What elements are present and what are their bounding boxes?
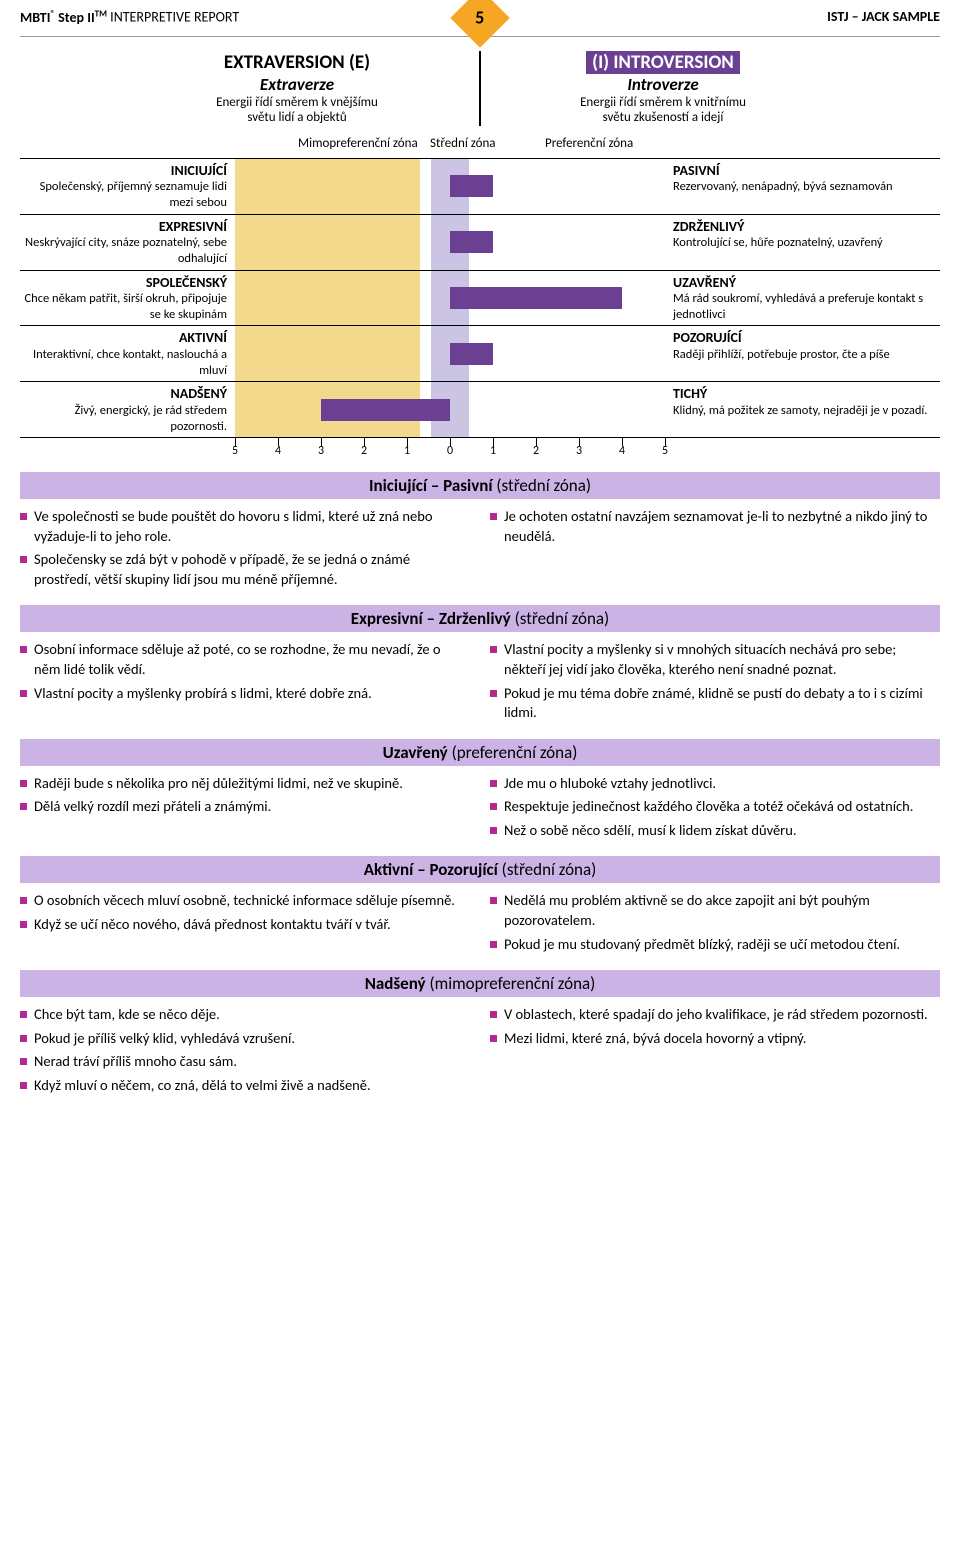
e-code: EXTRAVERSION (E): [147, 51, 447, 74]
section-columns: O osobních věcech mluví osobně, technick…: [20, 891, 940, 958]
zone-labels: Mimopreferenční zóna Střední zóna Prefer…: [20, 136, 940, 156]
facet-right-label: PASIVNÍRezervovaný, nenápadný, bývá sezn…: [665, 159, 935, 214]
header-left: MBTI® Step IITM INTERPRETIVE REPORT: [20, 8, 239, 26]
facet-right-label: TICHÝKlidný, má požitek ze samoty, nejra…: [665, 382, 935, 437]
facet-row: SPOLEČENSKÝChce někam patřit, širší okru…: [20, 270, 940, 326]
facet-bar-area: [235, 382, 665, 437]
e-name: Extraverze: [147, 74, 447, 95]
section-title: Uzavřený (preferenční zóna): [20, 739, 940, 766]
bullet-item: Mezi lidmi, které zná, bývá docela hovor…: [490, 1029, 940, 1049]
i-side: (I) INTROVERSION Introverze Energii řídí…: [513, 51, 813, 126]
bullet-item: Pokud je mu studovaný předmět blízký, ra…: [490, 935, 940, 955]
page-header: MBTI® Step IITM INTERPRETIVE REPORT 5 IS…: [20, 0, 940, 37]
bullet-item: Vlastní pocity a myšlenky si v mnohých s…: [490, 640, 940, 679]
section-columns: Chce být tam, kde se něco děje. Pokud je …: [20, 1005, 940, 1099]
e-side: EXTRAVERSION (E) Extraverze Energii řídí…: [147, 51, 447, 126]
section-columns: Raději bude s několika pro něj důležitým…: [20, 774, 940, 845]
section-title: Iniciující – Pasivní (střední zóna): [20, 472, 940, 499]
facet-right-label: POZORUJÍCÍRaději přihlíží, potřebuje pro…: [665, 326, 935, 381]
facet-bar: [450, 231, 493, 253]
section-title: Expresivní – Zdrženlivý (střední zóna): [20, 605, 940, 632]
bullet-item: Chce být tam, kde se něco děje.: [20, 1005, 470, 1025]
facet-left-label: AKTIVNÍInteraktivní, chce kontakt, naslo…: [20, 326, 235, 381]
facet-bar: [450, 287, 622, 309]
section-title: Nadšený (mimopreferenční zóna): [20, 970, 940, 997]
facet-right-label: UZAVŘENÝMá rád soukromí, vyhledává a pre…: [665, 271, 935, 326]
bullet-item: Nedělá mu problém aktivně se do akce zap…: [490, 891, 940, 930]
dichotomy-header: EXTRAVERSION (E) Extraverze Energii řídí…: [20, 51, 940, 126]
facet-bar-area: [235, 159, 665, 214]
facet-bar: [321, 399, 450, 421]
section-columns: Ve společnosti se bude pouštět do hovoru…: [20, 507, 940, 593]
bullet-item: Ve společnosti se bude pouštět do hovoru…: [20, 507, 470, 546]
bullet-item: Když mluví o něčem, co zná, dělá to velm…: [20, 1076, 470, 1096]
facet-bar: [450, 343, 493, 365]
facet-row: INICIUJÍCÍSpolečenský, příjemný seznamuj…: [20, 158, 940, 214]
divider: [479, 51, 481, 126]
bullet-item: V oblastech, které spadají do jeho kvali…: [490, 1005, 940, 1025]
axis-ticks: 54321012345: [20, 437, 940, 460]
facet-right-label: ZDRŽENLIVÝKontrolující se, hůře poznatel…: [665, 215, 935, 270]
bullet-item: O osobních věcech mluví osobně, technick…: [20, 891, 470, 911]
facet-left-label: NADŠENÝŽivý, energický, je rád středem p…: [20, 382, 235, 437]
facet-left-label: SPOLEČENSKÝChce někam patřit, širší okru…: [20, 271, 235, 326]
i-name: Introverze: [513, 74, 813, 95]
bullet-item: Jde mu o hluboké vztahy jednotlivci.: [490, 774, 940, 794]
facet-left-label: INICIUJÍCÍSpolečenský, příjemný seznamuj…: [20, 159, 235, 214]
bullet-item: Pokud je mu téma dobře známé, klidně se …: [490, 684, 940, 723]
bullet-item: Raději bude s několika pro něj důležitým…: [20, 774, 470, 794]
facet-bar-area: [235, 271, 665, 326]
facet-bar-area: [235, 326, 665, 381]
bullet-item: Vlastní pocity a myšlenky probírá s lidm…: [20, 684, 470, 704]
page-number-diamond: 5: [450, 0, 509, 48]
bullet-item: Respektuje jedinečnost každého člověka a…: [490, 797, 940, 817]
bullet-item: Když se učí něco nového, dává přednost k…: [20, 915, 470, 935]
bullet-item: Pokud je příliš velký klid, vyhledává vz…: [20, 1029, 470, 1049]
section-columns: Osobní informace sděluje až poté, co se …: [20, 640, 940, 726]
bullet-item: Osobní informace sděluje až poté, co se …: [20, 640, 470, 679]
i-code: (I) INTROVERSION: [586, 51, 740, 74]
facet-row: NADŠENÝŽivý, energický, je rád středem p…: [20, 381, 940, 437]
facet-row: EXPRESIVNÍNeskrývající city, snáze pozna…: [20, 214, 940, 270]
bullet-item: Společensky se zdá být v pohodě v případ…: [20, 550, 470, 589]
sections: Iniciující – Pasivní (střední zóna) Ve sp…: [20, 472, 940, 1099]
bullet-item: Dělá velký rozdíl mezi přáteli a známými…: [20, 797, 470, 817]
bullet-item: Je ochoten ostatní navzájem seznamovat j…: [490, 507, 940, 546]
facets-chart: INICIUJÍCÍSpolečenský, příjemný seznamuj…: [20, 158, 940, 437]
header-right: ISTJ – JACK SAMPLE: [827, 8, 940, 25]
facet-row: AKTIVNÍInteraktivní, chce kontakt, naslo…: [20, 325, 940, 381]
facet-left-label: EXPRESIVNÍNeskrývající city, snáze pozna…: [20, 215, 235, 270]
facet-bar-area: [235, 215, 665, 270]
bullet-item: Nerad tráví příliš mnoho času sám.: [20, 1052, 470, 1072]
facet-bar: [450, 175, 493, 197]
section-title: Aktivní – Pozorující (střední zóna): [20, 856, 940, 883]
bullet-item: Než o sobě něco sdělí, musí k lidem získ…: [490, 821, 940, 841]
